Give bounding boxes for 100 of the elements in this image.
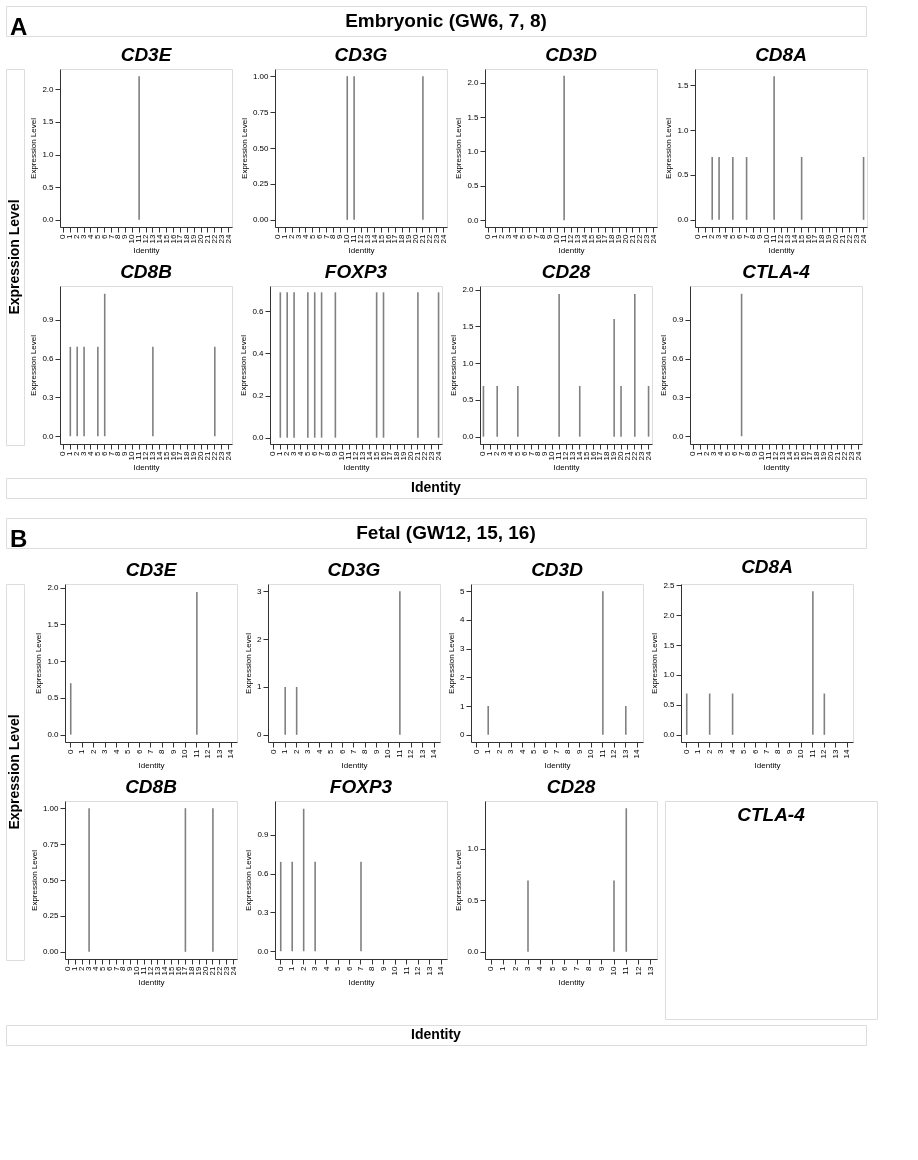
x-tick-label: 12: [413, 965, 423, 976]
x-tick-label: 5: [727, 233, 737, 239]
x-tick-label: 14: [369, 233, 379, 244]
x-tick-label: 16: [798, 450, 808, 461]
x-axis-title: Identity: [558, 246, 585, 256]
y-tick-label: 0.0: [467, 215, 480, 225]
x-tick-label: 17: [390, 233, 400, 244]
x-tick-label: 9: [168, 748, 178, 754]
y-tick-label: 1.0: [42, 150, 55, 160]
x-tick-label: 18: [392, 450, 402, 461]
x-tick-label: 7: [552, 748, 561, 754]
x-tick-label: 9: [750, 450, 760, 456]
x-tick-label: 23: [431, 233, 441, 244]
y-tick-label: 0.25: [252, 179, 270, 189]
x-tick-label: 23: [216, 233, 226, 244]
text: Identity: [411, 479, 462, 495]
x-tick-label: 15: [586, 233, 596, 244]
x-tick-label: 1: [280, 748, 290, 754]
x-tick-label: 0: [58, 233, 68, 239]
y-tick-label: 0.0: [663, 730, 676, 740]
x-tick-label: 5: [307, 233, 317, 239]
y-tick-label: 4: [460, 615, 466, 625]
x-tick-label: 13: [777, 450, 787, 461]
y-tick-label: 2: [460, 672, 466, 682]
x-tick-label: 15: [166, 965, 176, 976]
x-tick-label: 11: [394, 748, 404, 758]
x-tick-label: 22: [844, 233, 854, 244]
x-tick-label: 18: [602, 450, 612, 461]
chart-title: CD8A: [741, 556, 793, 578]
x-axis-title: Identity: [763, 463, 790, 473]
y-tick-label: 0.50: [42, 875, 60, 885]
x-tick-label: 1: [700, 233, 710, 239]
x-tick-label: 6: [104, 965, 114, 971]
chart-title: CD3E: [120, 44, 173, 65]
x-tick-label: 9: [120, 450, 130, 456]
x-tick-label: 0: [63, 965, 73, 971]
y-tick-label: 0.6: [257, 869, 270, 879]
y-tick-label: 0.5: [677, 170, 690, 180]
x-tick-label: 16: [168, 450, 178, 461]
x-axis-title: Identity: [138, 978, 165, 988]
x-tick-label: 8: [563, 748, 573, 754]
y-tick-label: 0.5: [462, 395, 475, 405]
x-tick-label: 8: [538, 233, 548, 239]
x-tick-label: 2: [704, 748, 714, 754]
chart-title: CD3G: [334, 44, 388, 65]
y-tick-label: 2.0: [663, 610, 676, 620]
x-tick-label: 11: [134, 450, 144, 460]
text: Expression Level: [6, 199, 22, 315]
y-axis-title: Expression Level: [454, 849, 464, 911]
chart-title: CTLA-4: [742, 261, 811, 282]
x-tick-label: 12: [771, 450, 780, 461]
x-tick-label: 24: [643, 450, 653, 461]
y-tick-label: 0.0: [47, 730, 60, 740]
x-tick-label: 24: [223, 450, 233, 461]
text: Embryonic (GW6, 7, 8): [345, 10, 547, 31]
x-tick-label: 2: [494, 748, 504, 754]
x-tick-label: 12: [141, 450, 150, 461]
y-tick-label: 0.6: [672, 354, 685, 364]
y-tick-label: 1.00: [252, 71, 270, 81]
y-tick-label: 2.0: [47, 583, 60, 593]
x-tick-label: 2: [287, 233, 297, 239]
x-tick-label: 14: [436, 965, 446, 976]
x-tick-label: 2: [77, 965, 87, 971]
x-tick-label: 12: [141, 233, 150, 244]
x-tick-label: 0: [268, 450, 278, 456]
x-tick-label: 23: [851, 233, 861, 244]
x-tick-label: 5: [739, 748, 749, 754]
y-tick-label: 1.5: [663, 640, 676, 650]
x-tick-label: 18: [812, 450, 822, 461]
x-tick-label: 19: [404, 233, 414, 244]
y-tick-label: 2.5: [663, 580, 676, 590]
x-tick-label: 6: [99, 233, 109, 239]
x-tick-label: 9: [540, 450, 550, 456]
x-tick-label: 8: [773, 748, 783, 754]
y-axis-title: Expression Level: [29, 117, 39, 179]
x-tick-label: 8: [748, 233, 758, 239]
x-tick-label: 5: [302, 450, 312, 456]
x-tick-label: 12: [819, 748, 829, 759]
x-tick-label: 8: [533, 450, 543, 456]
y-tick-label: 3: [460, 644, 466, 654]
x-tick-label: 22: [209, 233, 219, 244]
x-tick-label: 15: [581, 450, 591, 461]
chart-title: CD8B: [120, 261, 173, 282]
x-tick-label: 14: [159, 965, 169, 976]
chart-title: CD3D: [545, 44, 598, 65]
x-tick-label: 9: [574, 748, 584, 754]
x-tick-label: 1: [483, 748, 493, 754]
x-tick-label: 19: [609, 450, 619, 461]
x-tick-label: 5: [97, 965, 107, 971]
x-tick-label: 18: [607, 233, 617, 244]
y-tick-label: 0.0: [462, 432, 475, 442]
y-tick-label: 1.5: [677, 80, 690, 90]
y-tick-label: 0.0: [42, 431, 55, 441]
x-tick-label: 6: [309, 450, 319, 456]
chart-title: CD28: [541, 260, 591, 282]
x-tick-label: 1: [490, 233, 500, 239]
x-axis-title: Identity: [133, 463, 160, 473]
x-tick-label: 9: [330, 450, 340, 456]
y-tick-label: 0.5: [467, 895, 480, 905]
x-tick-label: 13: [147, 233, 157, 244]
